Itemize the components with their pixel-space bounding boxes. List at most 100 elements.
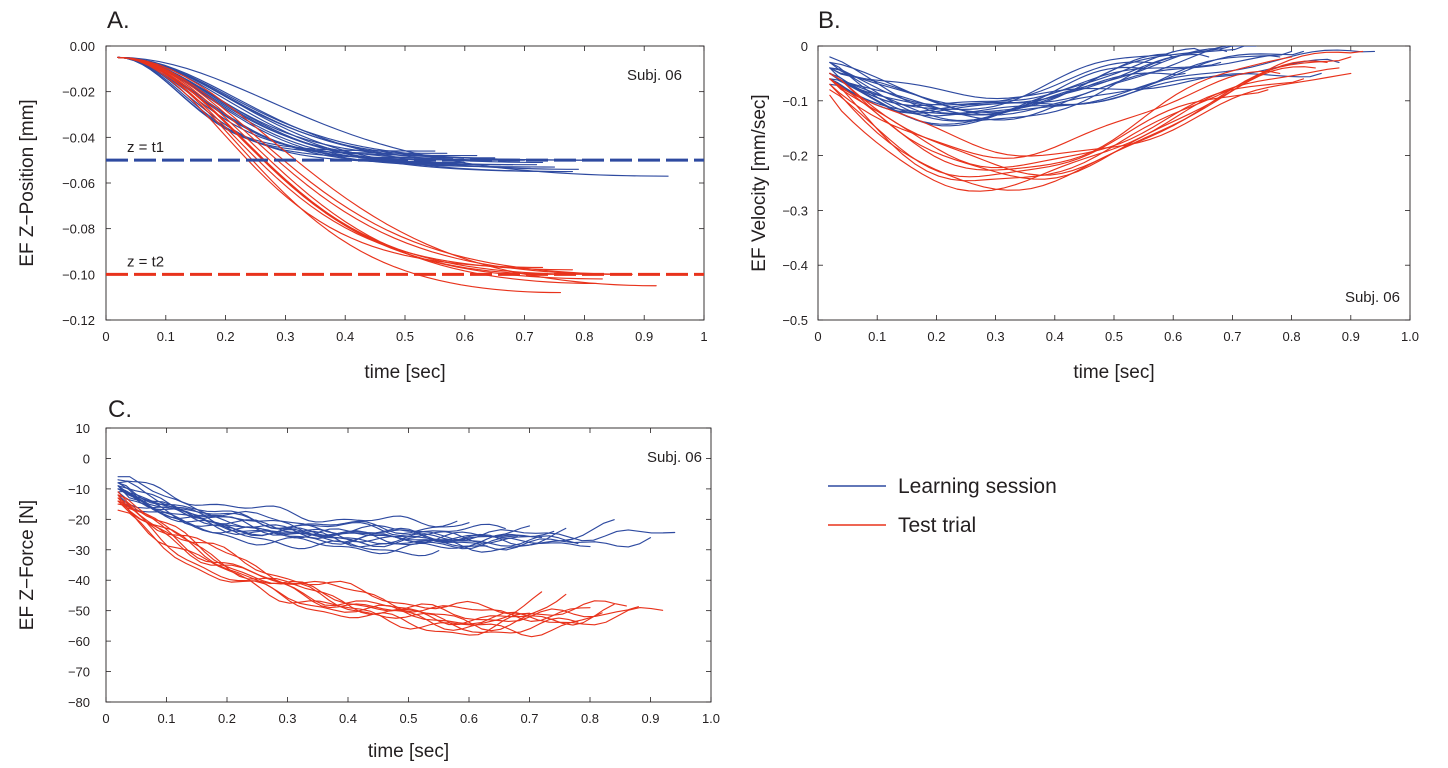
learning-curve — [829, 61, 1222, 107]
test-curve — [117, 56, 657, 287]
y-tick-label: −0.12 — [62, 313, 95, 328]
test-curve — [829, 50, 1364, 182]
x-tick-label: 0.3 — [278, 711, 296, 726]
test-curve — [117, 500, 603, 638]
y-axis-title: EF Z−Position [mm] — [17, 99, 38, 266]
learning-curve — [117, 485, 531, 544]
x-tick-label: 0.7 — [520, 711, 538, 726]
y-tick-label: −0.06 — [62, 176, 95, 191]
test-curve — [829, 66, 1316, 176]
test-curve — [117, 56, 562, 294]
x-tick-label: 0.4 — [1046, 329, 1064, 344]
y-tick-label: −30 — [68, 543, 90, 558]
learning-curve — [829, 46, 1233, 117]
x-tick-label: 0.9 — [641, 711, 659, 726]
y-axis-title: EF Velocity [mm/sec] — [749, 94, 770, 271]
x-tick-label: 1.0 — [702, 711, 720, 726]
subject-annotation: Subj. 06 — [627, 67, 682, 84]
y-tick-label: −0.2 — [782, 149, 808, 164]
x-tick-label: 1.0 — [1401, 329, 1419, 344]
test-curve — [117, 503, 531, 636]
panel-letter: C. — [108, 396, 132, 423]
learning-curve — [117, 480, 591, 550]
x-tick-label: 0.1 — [157, 329, 175, 344]
test-curve — [117, 56, 603, 280]
test-curve — [117, 56, 556, 275]
y-tick-label: −0.3 — [782, 203, 808, 218]
x-tick-label: 1 — [700, 329, 707, 344]
x-tick-label: 0 — [814, 329, 821, 344]
test-curve — [829, 89, 1269, 178]
x-tick-label: 0.9 — [635, 329, 653, 344]
subject-annotation: Subj. 06 — [647, 449, 702, 466]
test-curve — [829, 70, 1281, 159]
y-tick-label: −80 — [68, 695, 90, 710]
legend: Learning session Test trial — [828, 475, 1057, 537]
x-tick-label: 0.4 — [339, 711, 357, 726]
y-tick-label: −0.04 — [62, 130, 95, 145]
x-tick-label: 0.6 — [460, 711, 478, 726]
x-axis-title: time [sec] — [368, 741, 449, 762]
threshold-label: z = t1 — [127, 139, 164, 156]
test-curve — [829, 56, 1352, 191]
test-curve — [117, 494, 567, 632]
x-axis-title: time [sec] — [364, 362, 445, 383]
learning-curve — [829, 54, 1281, 106]
x-tick-label: 0.3 — [276, 329, 294, 344]
x-tick-label: 0.2 — [927, 329, 945, 344]
x-tick-label: 0.8 — [575, 329, 593, 344]
legend-label: Test trial — [898, 514, 976, 537]
x-tick-label: 0.9 — [1342, 329, 1360, 344]
y-tick-label: −20 — [68, 512, 90, 527]
learning-curve — [117, 56, 603, 161]
learning-curve — [117, 56, 585, 161]
panel-letter: A. — [107, 7, 130, 34]
learning-curve — [829, 46, 1257, 121]
y-tick-label: −0.02 — [62, 85, 95, 100]
test-curve — [117, 56, 585, 275]
panel-letter: B. — [818, 7, 841, 34]
x-axis-title: time [sec] — [1073, 362, 1154, 383]
y-tick-label: −0.5 — [782, 313, 808, 328]
series-area — [117, 56, 669, 294]
chart-panel-3: C. 0 0.1 0.2 0.3 0.4 0.5 0.6 0.7 0.8 0.9 1.0 10 0 −10 −… — [17, 396, 720, 762]
test-curve — [117, 56, 621, 275]
subject-annotation: Subj. 06 — [1345, 289, 1400, 306]
y-tick-label: −0.08 — [62, 222, 95, 237]
chart-panel-1: A. 0 0.1 0.2 0.3 0.4 0.5 0.6 0.7 0.8 0.9 1 0.00 −0.02… — [17, 7, 708, 383]
x-tick-label: 0.8 — [581, 711, 599, 726]
learning-curve — [829, 50, 1293, 114]
learning-curve — [829, 47, 1228, 116]
x-tick-label: 0 — [102, 711, 109, 726]
test-curve — [117, 497, 591, 622]
test-curve — [829, 72, 1352, 157]
learning-curve — [117, 494, 579, 547]
x-tick-label: 0 — [102, 329, 109, 344]
learning-curve — [117, 488, 518, 541]
learning-curve — [117, 485, 440, 557]
x-tick-label: 0.4 — [336, 329, 354, 344]
learning-curve — [117, 479, 458, 528]
test-curve — [117, 56, 597, 285]
learning-curve — [829, 67, 1322, 100]
plot-frame — [817, 45, 1411, 321]
y-tick-label: −0.1 — [782, 94, 808, 109]
learning-curve — [117, 56, 466, 164]
x-tick-label: 0.1 — [868, 329, 886, 344]
test-curve — [829, 67, 1340, 192]
y-tick-label: −0.10 — [62, 267, 95, 282]
y-tick-label: 0 — [801, 39, 808, 54]
x-tick-label: 0.2 — [217, 329, 235, 344]
learning-curve — [829, 53, 1174, 125]
learning-curve — [829, 47, 1204, 122]
y-tick-label: 0.00 — [70, 39, 95, 54]
x-tick-label: 0.7 — [516, 329, 534, 344]
legend-label: Learning session — [898, 475, 1057, 498]
x-tick-label: 0.2 — [218, 711, 236, 726]
y-tick-label: −70 — [68, 665, 90, 680]
x-tick-label: 0.7 — [1223, 329, 1241, 344]
test-curve — [117, 500, 627, 616]
test-curve — [117, 497, 639, 623]
test-curve — [117, 494, 543, 631]
x-tick-label: 0.5 — [396, 329, 414, 344]
